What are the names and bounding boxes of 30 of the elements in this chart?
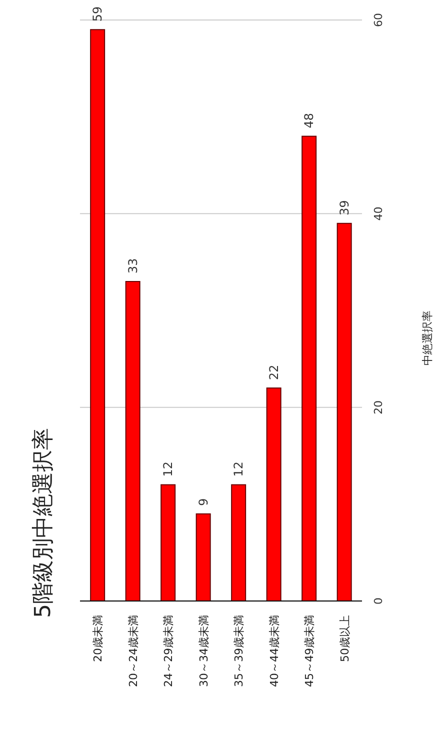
- data-label: 33: [126, 258, 140, 274]
- bar: [90, 29, 106, 601]
- x-tick-label: 35～39歳未満: [232, 615, 246, 687]
- bar: [125, 280, 140, 601]
- y-axis-title: 中絶選択率: [420, 310, 434, 366]
- x-tick-label: 24～29歳未満: [162, 615, 176, 687]
- x-tick-label: 30～34歳未満: [197, 615, 210, 687]
- y-tick-label: 20: [372, 400, 385, 414]
- y-tick-label: 0: [372, 598, 385, 604]
- data-label: 12: [232, 462, 246, 477]
- bar: [196, 513, 211, 601]
- bar: [336, 222, 352, 601]
- bar: [266, 387, 282, 601]
- x-tick-label: 20～24歳未満: [126, 615, 140, 687]
- x-tick-label: 40～44歳未満: [268, 615, 281, 687]
- data-label: 12: [161, 462, 176, 477]
- x-tick-label: 45～49歳未満: [303, 615, 316, 687]
- bar: [302, 136, 317, 601]
- y-tick-label: 60: [372, 13, 385, 27]
- bar: [231, 484, 246, 601]
- data-label: 39: [337, 200, 352, 216]
- data-label: 59: [90, 6, 105, 22]
- x-tick-label: 20歳未満: [92, 615, 105, 662]
- y-tick-label: 40: [372, 206, 385, 221]
- data-label: 9: [196, 498, 210, 506]
- bar: [160, 484, 176, 601]
- data-label: 22: [266, 364, 281, 380]
- text: 5階級別中絶選択率: [31, 428, 56, 618]
- data-label: 48: [302, 112, 316, 128]
- x-tick-label: 50歳以上: [338, 615, 352, 662]
